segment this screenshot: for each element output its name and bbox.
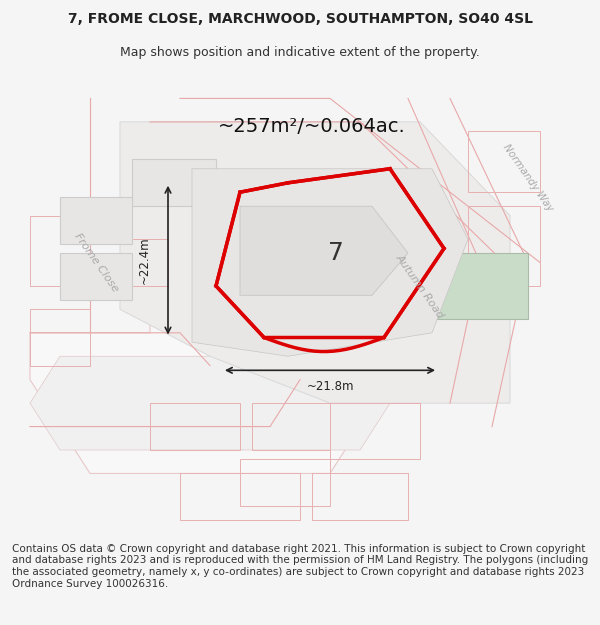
- Text: ~22.4m: ~22.4m: [137, 236, 151, 284]
- Text: 7, FROME CLOSE, MARCHWOOD, SOUTHAMPTON, SO40 4SL: 7, FROME CLOSE, MARCHWOOD, SOUTHAMPTON, …: [67, 12, 533, 26]
- Text: Map shows position and indicative extent of the property.: Map shows position and indicative extent…: [120, 46, 480, 59]
- Text: ~21.8m: ~21.8m: [306, 380, 354, 393]
- Text: Frome Close: Frome Close: [72, 231, 120, 294]
- Text: Normandy Way: Normandy Way: [501, 142, 555, 214]
- Polygon shape: [30, 356, 390, 450]
- Polygon shape: [60, 253, 132, 300]
- Text: ~257m²/~0.064ac.: ~257m²/~0.064ac.: [218, 117, 406, 136]
- Polygon shape: [132, 159, 216, 206]
- Polygon shape: [432, 253, 528, 319]
- Polygon shape: [240, 206, 408, 295]
- Polygon shape: [120, 122, 510, 403]
- Polygon shape: [60, 197, 132, 244]
- Polygon shape: [30, 122, 360, 474]
- Text: 7: 7: [328, 241, 344, 265]
- Text: Contains OS data © Crown copyright and database right 2021. This information is : Contains OS data © Crown copyright and d…: [12, 544, 588, 589]
- Text: Autumn Road: Autumn Road: [394, 252, 446, 320]
- Polygon shape: [192, 169, 468, 356]
